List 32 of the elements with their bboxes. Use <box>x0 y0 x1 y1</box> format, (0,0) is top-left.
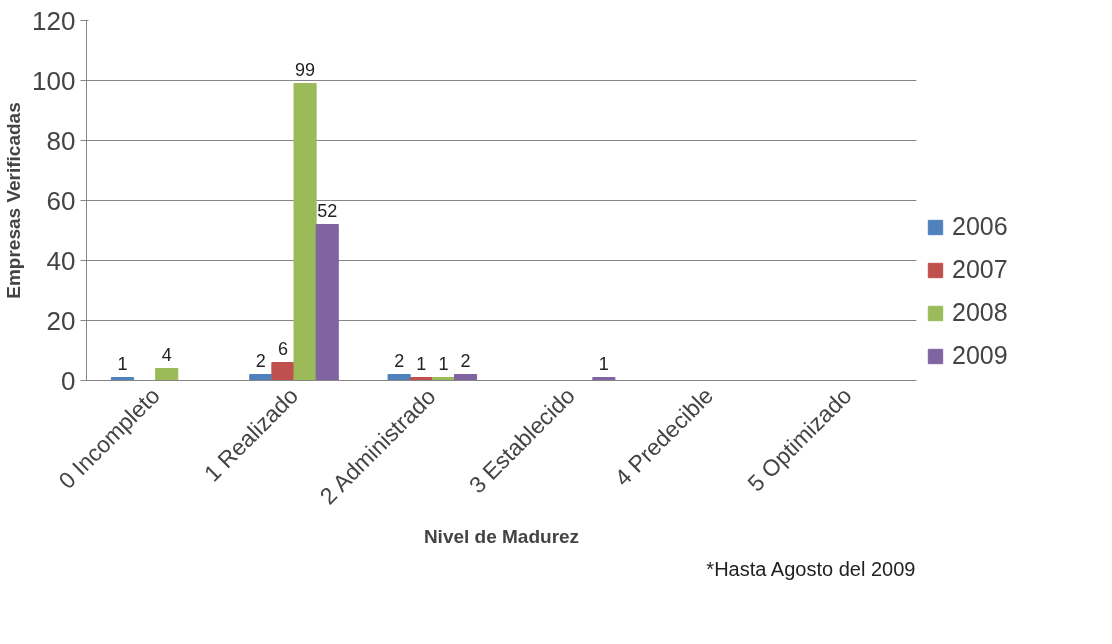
data-label: 1 <box>117 353 128 374</box>
y-tick-label: 40 <box>46 245 76 276</box>
y-tick-label: 100 <box>32 65 76 96</box>
y-tick-label: 60 <box>46 185 76 216</box>
bar <box>592 377 616 381</box>
data-label: 6 <box>277 338 288 359</box>
x-axis-title: Nivel de Madurez <box>423 526 580 548</box>
data-label: 2 <box>394 350 405 371</box>
legend-label: 2008 <box>952 298 1008 327</box>
data-label: 1 <box>416 353 427 374</box>
bar <box>293 83 317 381</box>
legend-label: 2007 <box>952 255 1008 284</box>
bar <box>271 362 295 381</box>
legend-label: 2009 <box>952 341 1008 370</box>
bar <box>453 374 478 381</box>
bar <box>387 374 411 381</box>
y-tick-label: 20 <box>46 305 76 336</box>
data-label: 1 <box>598 353 609 374</box>
data-label: 52 <box>317 200 338 221</box>
data-label: 2 <box>255 350 266 371</box>
y-tick-label: 0 <box>61 365 76 396</box>
data-label: 1 <box>438 353 449 374</box>
legend-label: 2006 <box>952 212 1008 241</box>
data-label: 99 <box>295 59 316 80</box>
y-tick-label: 120 <box>32 5 76 36</box>
bar <box>155 368 179 381</box>
bar <box>315 224 339 381</box>
data-label: 2 <box>460 350 471 371</box>
data-label: 4 <box>161 344 172 365</box>
text: *Hasta Agosto del 2009 <box>706 557 916 580</box>
y-axis-title: Empresas Verificadas <box>3 102 25 299</box>
y-tick-label: 80 <box>46 125 76 156</box>
